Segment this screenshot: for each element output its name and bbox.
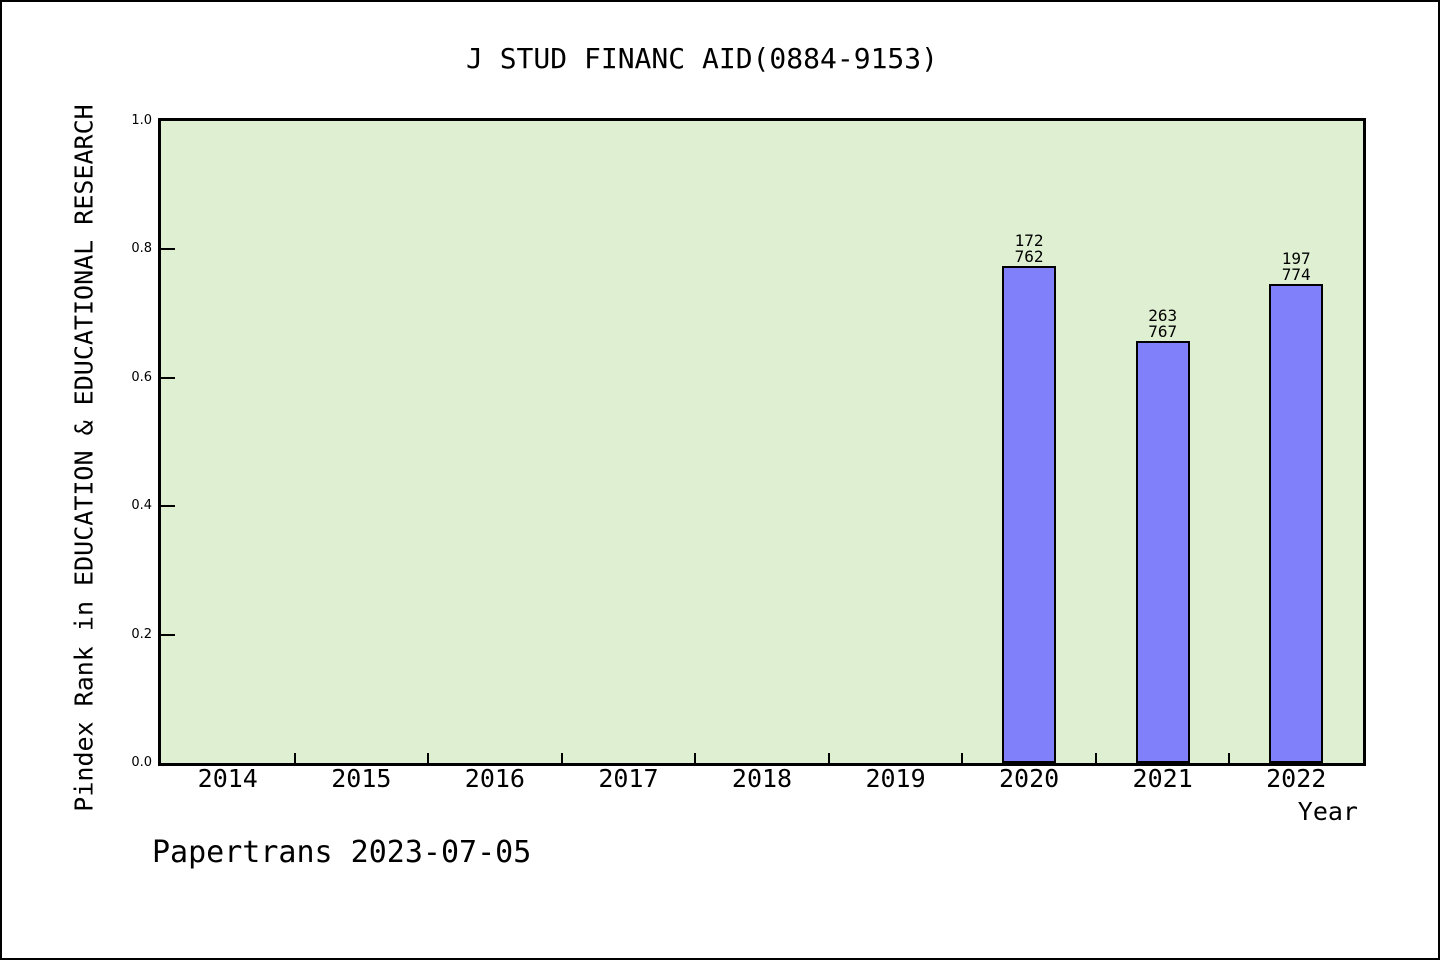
plot-area: 172 762 263 767 197 774 — [158, 118, 1366, 766]
bar-value-label-2021: 263 767 — [1148, 306, 1178, 342]
y-tick-label: 0.6 — [131, 369, 152, 385]
x-axis-tick — [827, 753, 830, 763]
x-tick-label: 2015 — [331, 764, 392, 793]
y-tick-label: 1.0 — [131, 113, 152, 128]
x-axis-tick — [427, 753, 430, 763]
x-tick-label: 2017 — [598, 764, 659, 793]
x-axis-tick — [1228, 753, 1231, 763]
x-tick-label: 2019 — [865, 764, 926, 793]
x-tick-label: 2022 — [1266, 764, 1327, 793]
x-axis-tick — [694, 753, 697, 763]
bar-value-label-2020: 172 762 — [1014, 230, 1044, 266]
x-tick-label: 2021 — [1132, 764, 1193, 793]
y-axis-tick — [161, 248, 175, 251]
y-tick-label: 0.4 — [131, 498, 152, 514]
x-axis-tick — [1094, 753, 1097, 763]
x-tick-label: 2014 — [197, 764, 258, 793]
y-axis-tick — [161, 633, 175, 636]
x-tick-label: 2018 — [731, 764, 793, 793]
x-axis-label: Year — [1297, 797, 1358, 826]
y-tick-label: 0.0 — [131, 755, 152, 770]
footer-watermark: Papertrans 2023-07-05 — [152, 835, 532, 870]
y-tick-label: 0.8 — [131, 241, 152, 257]
y-axis-tick — [161, 505, 175, 508]
bar-2021 — [1135, 341, 1190, 763]
y-tick-label: 0.2 — [131, 626, 152, 642]
y-axis-label: Pindex Rank in EDUCATION & EDUCATIONAL R… — [69, 104, 99, 812]
chart-title: J STUD FINANC AID(0884-9153) — [465, 42, 938, 75]
x-tick-label: 2016 — [464, 764, 525, 793]
x-axis-tick — [293, 753, 296, 763]
bar-2022 — [1269, 284, 1324, 763]
bar-2020 — [1002, 265, 1057, 763]
x-axis-tick — [961, 753, 964, 763]
y-axis-tick — [161, 376, 175, 379]
x-tick-label: 2020 — [999, 764, 1060, 793]
bar-value-label-2022: 197 774 — [1281, 249, 1311, 285]
x-axis-tick — [560, 753, 563, 763]
